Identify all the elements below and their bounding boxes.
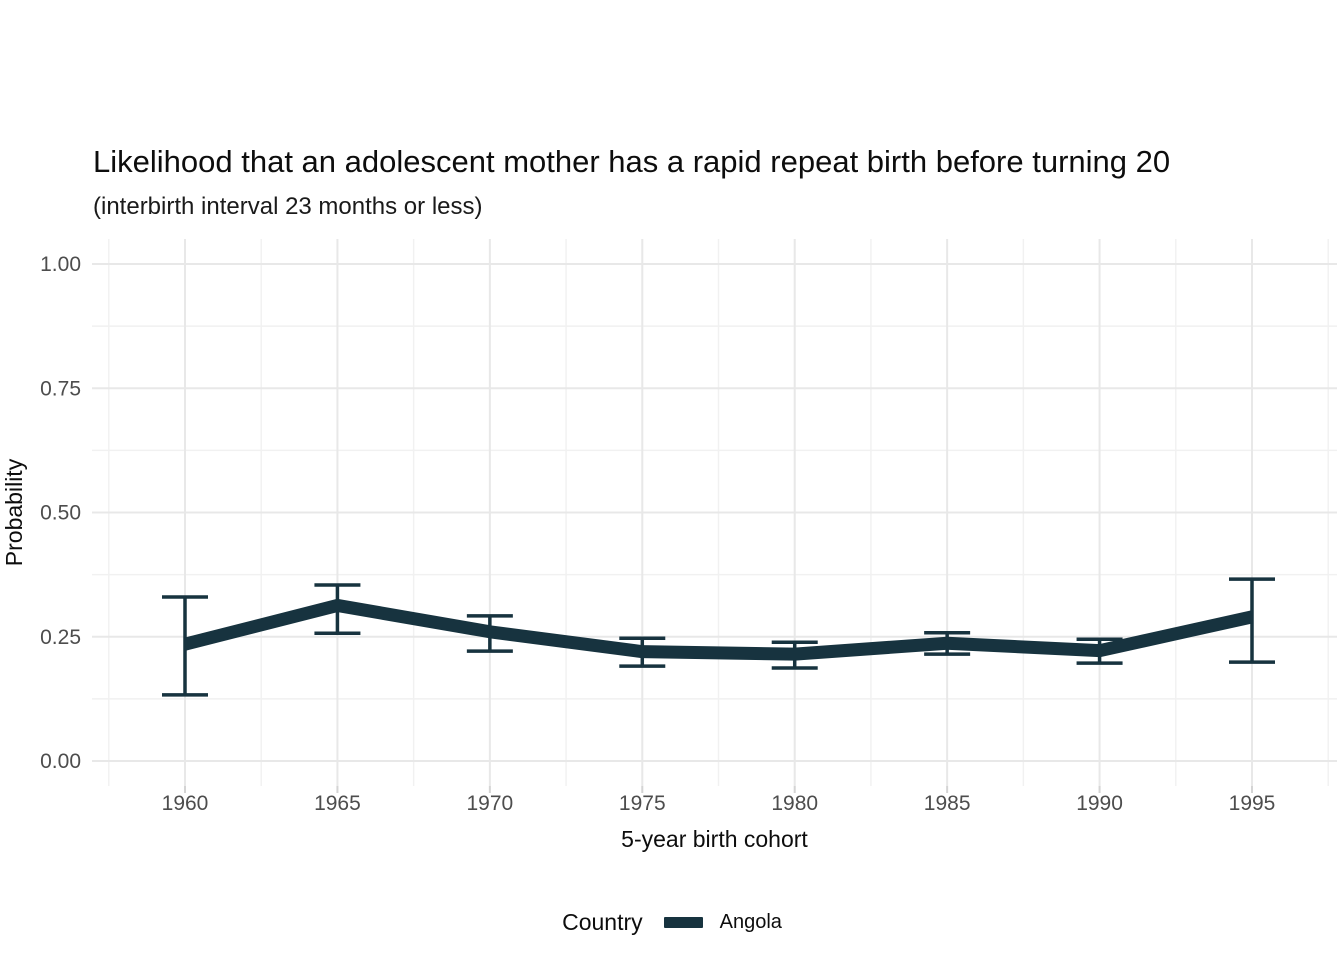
legend-label-angola: Angola <box>719 910 782 933</box>
x-axis-ticks <box>184 786 1253 793</box>
x-tick-label: 1975 <box>619 792 666 815</box>
x-tick-label: 1970 <box>466 792 513 815</box>
x-tick-label: 1990 <box>1076 792 1123 815</box>
x-tick-label: 1995 <box>1229 792 1276 815</box>
y-tick-label: 0.75 <box>40 377 81 400</box>
y-tick-label: 0.50 <box>40 502 81 525</box>
x-tick-label: 1980 <box>771 792 818 815</box>
legend-key-line-swatch <box>663 916 703 928</box>
x-tick-label: 1965 <box>314 792 361 815</box>
x-tick-labels: 1960 1965 1970 1975 1980 1985 1990 1995 <box>162 792 1276 815</box>
legend-title: Country <box>562 908 643 935</box>
error-bars-angola <box>162 577 1275 697</box>
chart-title: Likelihood that an adolescent mother has… <box>93 144 1171 179</box>
line-angola <box>183 598 1254 661</box>
y-tick-label: 0.00 <box>40 750 81 773</box>
x-axis-title: 5-year birth cohort <box>621 826 808 852</box>
chart-subtitle: (interbirth interval 23 months or less) <box>93 193 483 220</box>
x-tick-label: 1985 <box>924 792 971 815</box>
legend: Country Angola <box>0 902 1344 942</box>
grid-major <box>92 239 1337 786</box>
y-tick-label: 0.25 <box>40 626 81 649</box>
y-tick-labels: 0.00 0.25 0.50 0.75 1.00 <box>40 253 81 773</box>
x-tick-label: 1960 <box>162 792 209 815</box>
y-tick-label: 1.00 <box>40 253 81 276</box>
